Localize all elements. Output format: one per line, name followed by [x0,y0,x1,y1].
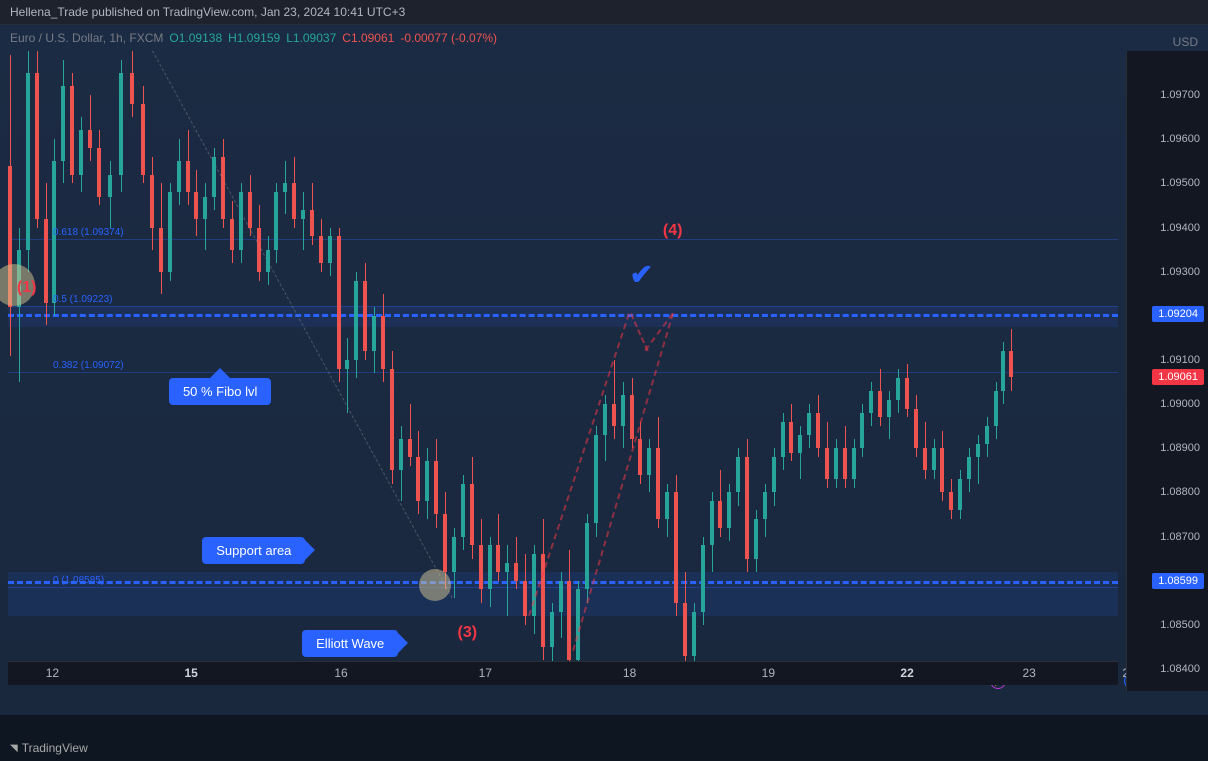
callout-label[interactable]: Support area [202,537,305,564]
y-tick: 1.09600 [1160,133,1200,145]
y-tick: 1.08700 [1160,531,1200,543]
y-tick: 1.09100 [1160,354,1200,366]
y-tick: 1.09400 [1160,222,1200,234]
fib-line[interactable] [8,239,1118,240]
x-tick: 22 [900,666,913,680]
y-tick: 1.09300 [1160,266,1200,278]
fib-line[interactable] [8,587,1118,588]
x-tick: 16 [334,666,347,680]
fib-label: 0.618 (1.09374) [53,227,124,238]
x-tick: 12 [46,666,59,680]
y-tick: 1.08500 [1160,619,1200,631]
symbol-info-bar: Euro / U.S. Dollar, 1h, FXCM O1.09138 H1… [10,31,497,45]
x-tick: 18 [623,666,636,680]
fib-label: 0.382 (1.09072) [53,360,124,371]
y-tick: 1.08400 [1160,663,1200,675]
callout-label[interactable]: 50 % Fibo lvl [169,378,271,405]
fib-label: 0 (1.08585) [53,575,104,586]
y-tick: 1.08800 [1160,486,1200,498]
wave-label: (4) [663,222,683,240]
footer: ◥ TradingView [0,735,1208,761]
brand-text: TradingView [22,741,88,755]
tradingview-logo-icon: ◥ [10,743,18,754]
price-zone [8,572,1118,616]
dashed-hline[interactable] [8,581,1118,584]
wave-label: (1) [17,279,37,297]
projection-line [528,313,630,616]
y-axis[interactable]: USD 1.097001.096001.095001.094001.093001… [1126,51,1208,691]
fib-label: 0.5 (1.09223) [53,294,113,305]
y-tick: 1.09500 [1160,177,1200,189]
wave-label: (3) [458,624,478,642]
callout-label[interactable]: Elliott Wave [302,630,398,657]
check-icon: ✔ [630,258,653,291]
dashed-hline[interactable] [8,314,1118,317]
header-bar: Hellena_Trade published on TradingView.c… [0,0,1208,25]
fib-line[interactable] [8,306,1118,307]
price-tag: 1.09061 [1152,369,1204,385]
price-tag: 1.09204 [1152,306,1204,322]
x-tick: 15 [184,666,197,680]
fib-line[interactable] [8,372,1118,373]
x-axis[interactable]: 121516171819222324 [8,661,1118,685]
y-tick: 1.09000 [1160,398,1200,410]
y-tick: 1.08900 [1160,442,1200,454]
price-tag: 1.08599 [1152,573,1204,589]
x-tick: 19 [762,666,775,680]
plot-area[interactable]: 0 (1.08585) 0.382 (1.09072) 0.5 (1.09223) 0… [8,51,1118,691]
publisher-text: Hellena_Trade published on TradingView.c… [10,5,405,19]
symbol-name: Euro / U.S. Dollar, 1h, FXCM [10,31,163,45]
y-tick: 1.09700 [1160,89,1200,101]
x-tick: 23 [1023,666,1036,680]
x-tick: 17 [479,666,492,680]
y-axis-title: USD [1173,35,1198,49]
chart-container[interactable]: Euro / U.S. Dollar, 1h, FXCM O1.09138 H1… [0,25,1208,715]
price-change: -0.00077 (-0.07%) [400,31,497,45]
